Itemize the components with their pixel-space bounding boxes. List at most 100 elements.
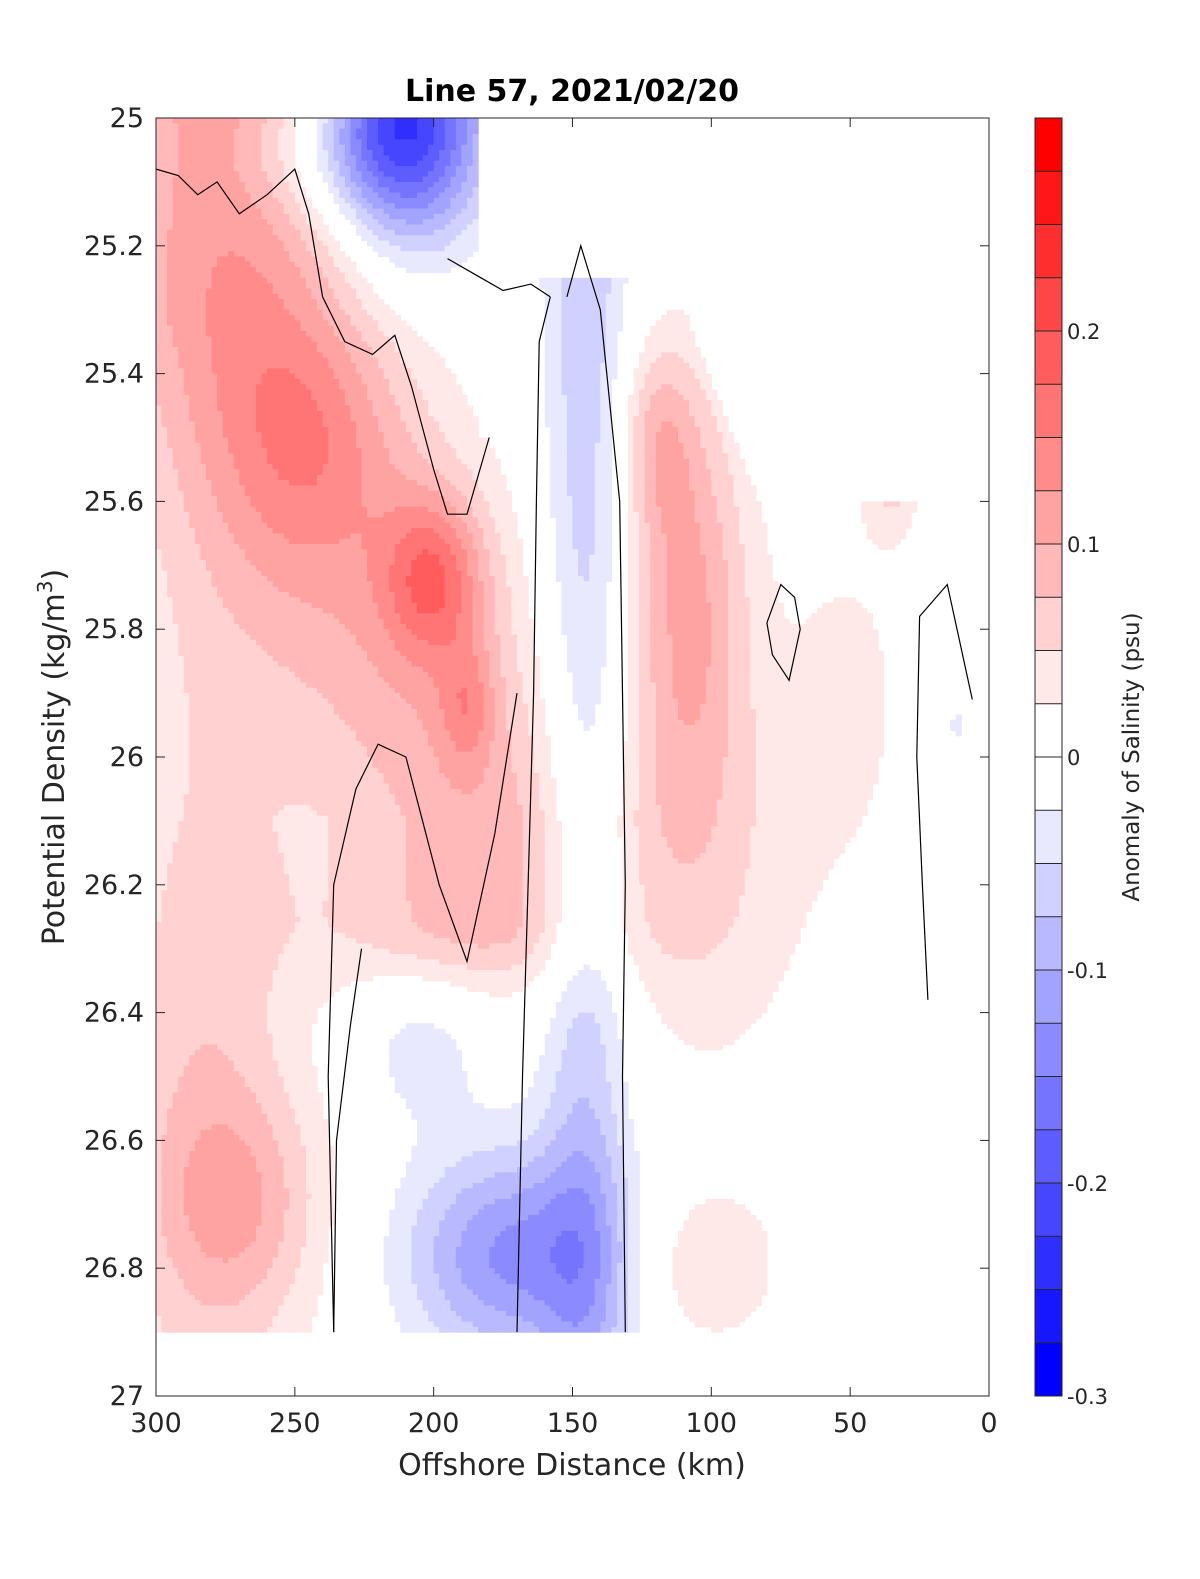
field-cell	[178, 347, 184, 353]
field-cell	[656, 363, 662, 369]
field-cell	[306, 480, 312, 486]
field-cell	[278, 453, 284, 459]
field-cell	[423, 411, 429, 417]
field-cell	[267, 177, 273, 183]
field-cell	[400, 491, 406, 497]
field-cell	[678, 448, 684, 454]
field-cell	[256, 219, 262, 225]
field-cell	[278, 288, 284, 294]
field-cell	[262, 374, 268, 380]
field-cell	[250, 379, 256, 385]
field-cell	[328, 384, 334, 390]
field-cell	[389, 214, 395, 220]
field-cell	[345, 438, 351, 444]
field-cell	[384, 240, 390, 246]
field-cell	[256, 246, 262, 252]
field-cell	[178, 256, 184, 262]
field-cell	[284, 406, 290, 412]
field-cell	[434, 427, 440, 433]
field-cell	[245, 411, 251, 417]
field-cell	[156, 198, 162, 204]
field-cell	[189, 256, 195, 262]
field-cell	[550, 347, 556, 353]
field-cell	[250, 491, 256, 497]
field-cell	[228, 209, 234, 215]
field-cell	[195, 246, 201, 252]
field-cell	[350, 352, 356, 358]
field-cell	[367, 363, 373, 369]
field-cell	[245, 134, 251, 140]
field-cell	[711, 432, 717, 438]
field-cell	[311, 411, 317, 417]
field-cell	[173, 235, 179, 241]
field-cell	[439, 448, 445, 454]
field-cell	[645, 347, 651, 353]
field-cell	[461, 491, 467, 497]
field-cell	[439, 219, 445, 225]
field-cell	[206, 118, 212, 124]
field-cell	[450, 145, 456, 151]
field-cell	[306, 469, 312, 475]
field-cell	[200, 278, 206, 284]
field-cell	[156, 235, 162, 241]
field-cell	[156, 182, 162, 188]
field-cell	[728, 485, 734, 491]
field-cell	[350, 363, 356, 369]
field-cell	[239, 304, 245, 310]
field-cell	[228, 331, 234, 337]
field-cell	[356, 219, 362, 225]
field-cell	[239, 171, 245, 177]
field-cell	[206, 235, 212, 241]
field-cell	[711, 438, 717, 444]
field-cell	[500, 480, 506, 486]
field-cell	[717, 443, 723, 449]
field-cell	[395, 432, 401, 438]
field-cell	[306, 459, 312, 465]
field-cell	[561, 448, 567, 454]
field-cell	[217, 283, 223, 289]
field-cell	[384, 427, 390, 433]
field-cell	[406, 123, 412, 129]
field-cell	[323, 262, 329, 268]
field-cell	[156, 438, 162, 444]
field-cell	[278, 294, 284, 300]
field-cell	[589, 379, 595, 385]
field-cell	[473, 123, 479, 129]
field-cell	[223, 395, 229, 401]
field-cell	[361, 139, 367, 145]
field-cell	[173, 480, 179, 486]
field-cell	[373, 469, 379, 475]
field-cell	[650, 379, 656, 385]
field-cell	[189, 310, 195, 316]
field-cell	[234, 129, 240, 135]
field-cell	[262, 288, 268, 294]
field-cell	[317, 246, 323, 252]
field-cell	[311, 491, 317, 497]
field-cell	[284, 422, 290, 428]
field-cell	[428, 496, 434, 502]
field-cell	[467, 422, 473, 428]
field-cell	[278, 193, 284, 199]
field-cell	[217, 416, 223, 422]
field-cell	[284, 118, 290, 124]
field-cell	[195, 411, 201, 417]
field-cell	[561, 368, 567, 374]
field-cell	[200, 230, 206, 236]
field-cell	[567, 406, 573, 412]
field-cell	[162, 406, 168, 412]
field-cell	[289, 256, 295, 262]
field-cell	[378, 177, 384, 183]
field-cell	[395, 491, 401, 497]
field-cell	[384, 230, 390, 236]
field-cell	[461, 501, 467, 507]
field-cell	[267, 347, 273, 353]
field-cell	[284, 251, 290, 257]
field-cell	[195, 347, 201, 353]
field-cell	[328, 171, 334, 177]
field-cell	[361, 400, 367, 406]
field-cell	[206, 368, 212, 374]
field-cell	[162, 246, 168, 252]
field-cell	[239, 187, 245, 193]
field-cell	[273, 267, 279, 273]
field-cell	[611, 331, 617, 337]
